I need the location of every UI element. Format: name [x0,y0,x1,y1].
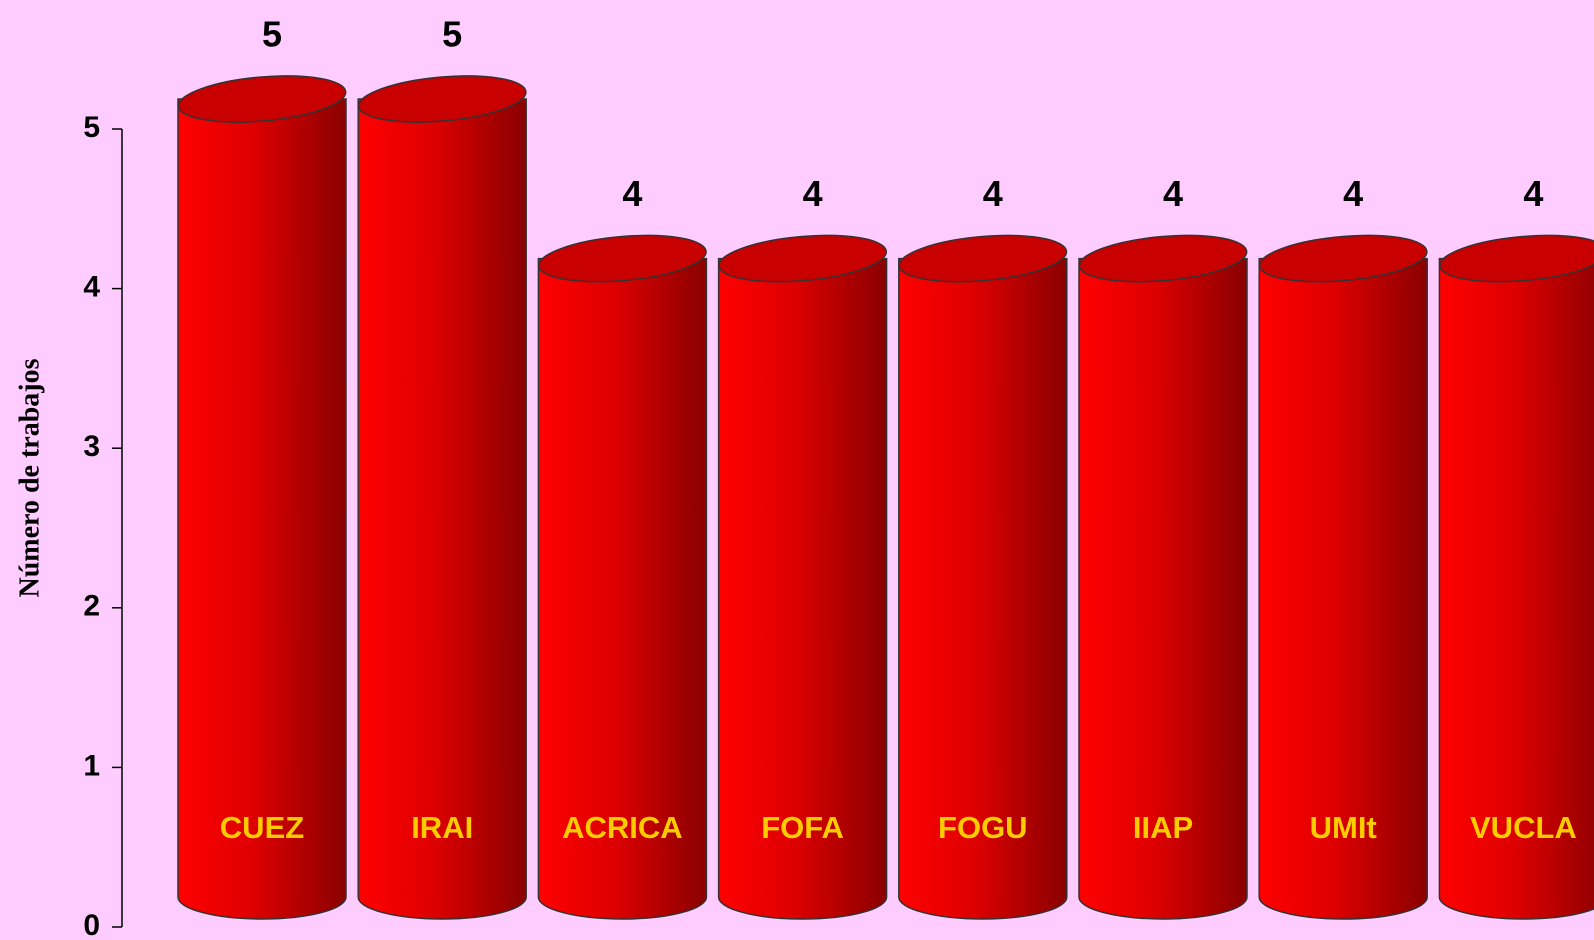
value-label: 4 [1343,173,1363,214]
bar [537,257,708,920]
bar-top [177,75,347,123]
bar-top [1438,234,1594,283]
y-tick-label: 5 [83,111,100,144]
y-tick-label: 4 [83,271,100,304]
y-axis-label: Número de trabajos [14,358,45,597]
value-label: 4 [1163,173,1183,214]
category-label: ACRICA [562,810,683,845]
category-label: CUEZ [220,810,304,845]
bar-top [1078,234,1248,283]
bar [1438,257,1594,920]
bar-top [357,75,527,123]
bar [177,98,347,920]
value-label: 5 [262,14,282,55]
category-label: UMIt [1310,810,1377,845]
value-label: 4 [803,173,823,214]
value-label: 4 [983,173,1003,214]
category-label: IRAI [411,810,473,845]
bar [357,98,527,920]
y-tick-label: 0 [83,909,100,940]
bar-top [537,234,707,283]
y-tick-label: 2 [83,590,100,623]
category-label: IIAP [1133,810,1193,845]
bar [717,257,888,920]
category-label: FOFA [761,810,844,845]
value-label: 5 [442,14,462,55]
value-label: 4 [1523,173,1543,214]
bar-top [718,234,888,283]
y-tick-label: 1 [83,749,100,782]
y-tick-label: 3 [83,430,100,463]
bar [898,257,1068,920]
bar-top [898,234,1068,283]
category-label: FOGU [938,810,1028,845]
bar-top [1258,234,1428,283]
bar [1078,257,1248,920]
value-label: 4 [622,173,642,214]
category-label: VUCLA [1470,810,1577,845]
bar [1258,257,1428,920]
